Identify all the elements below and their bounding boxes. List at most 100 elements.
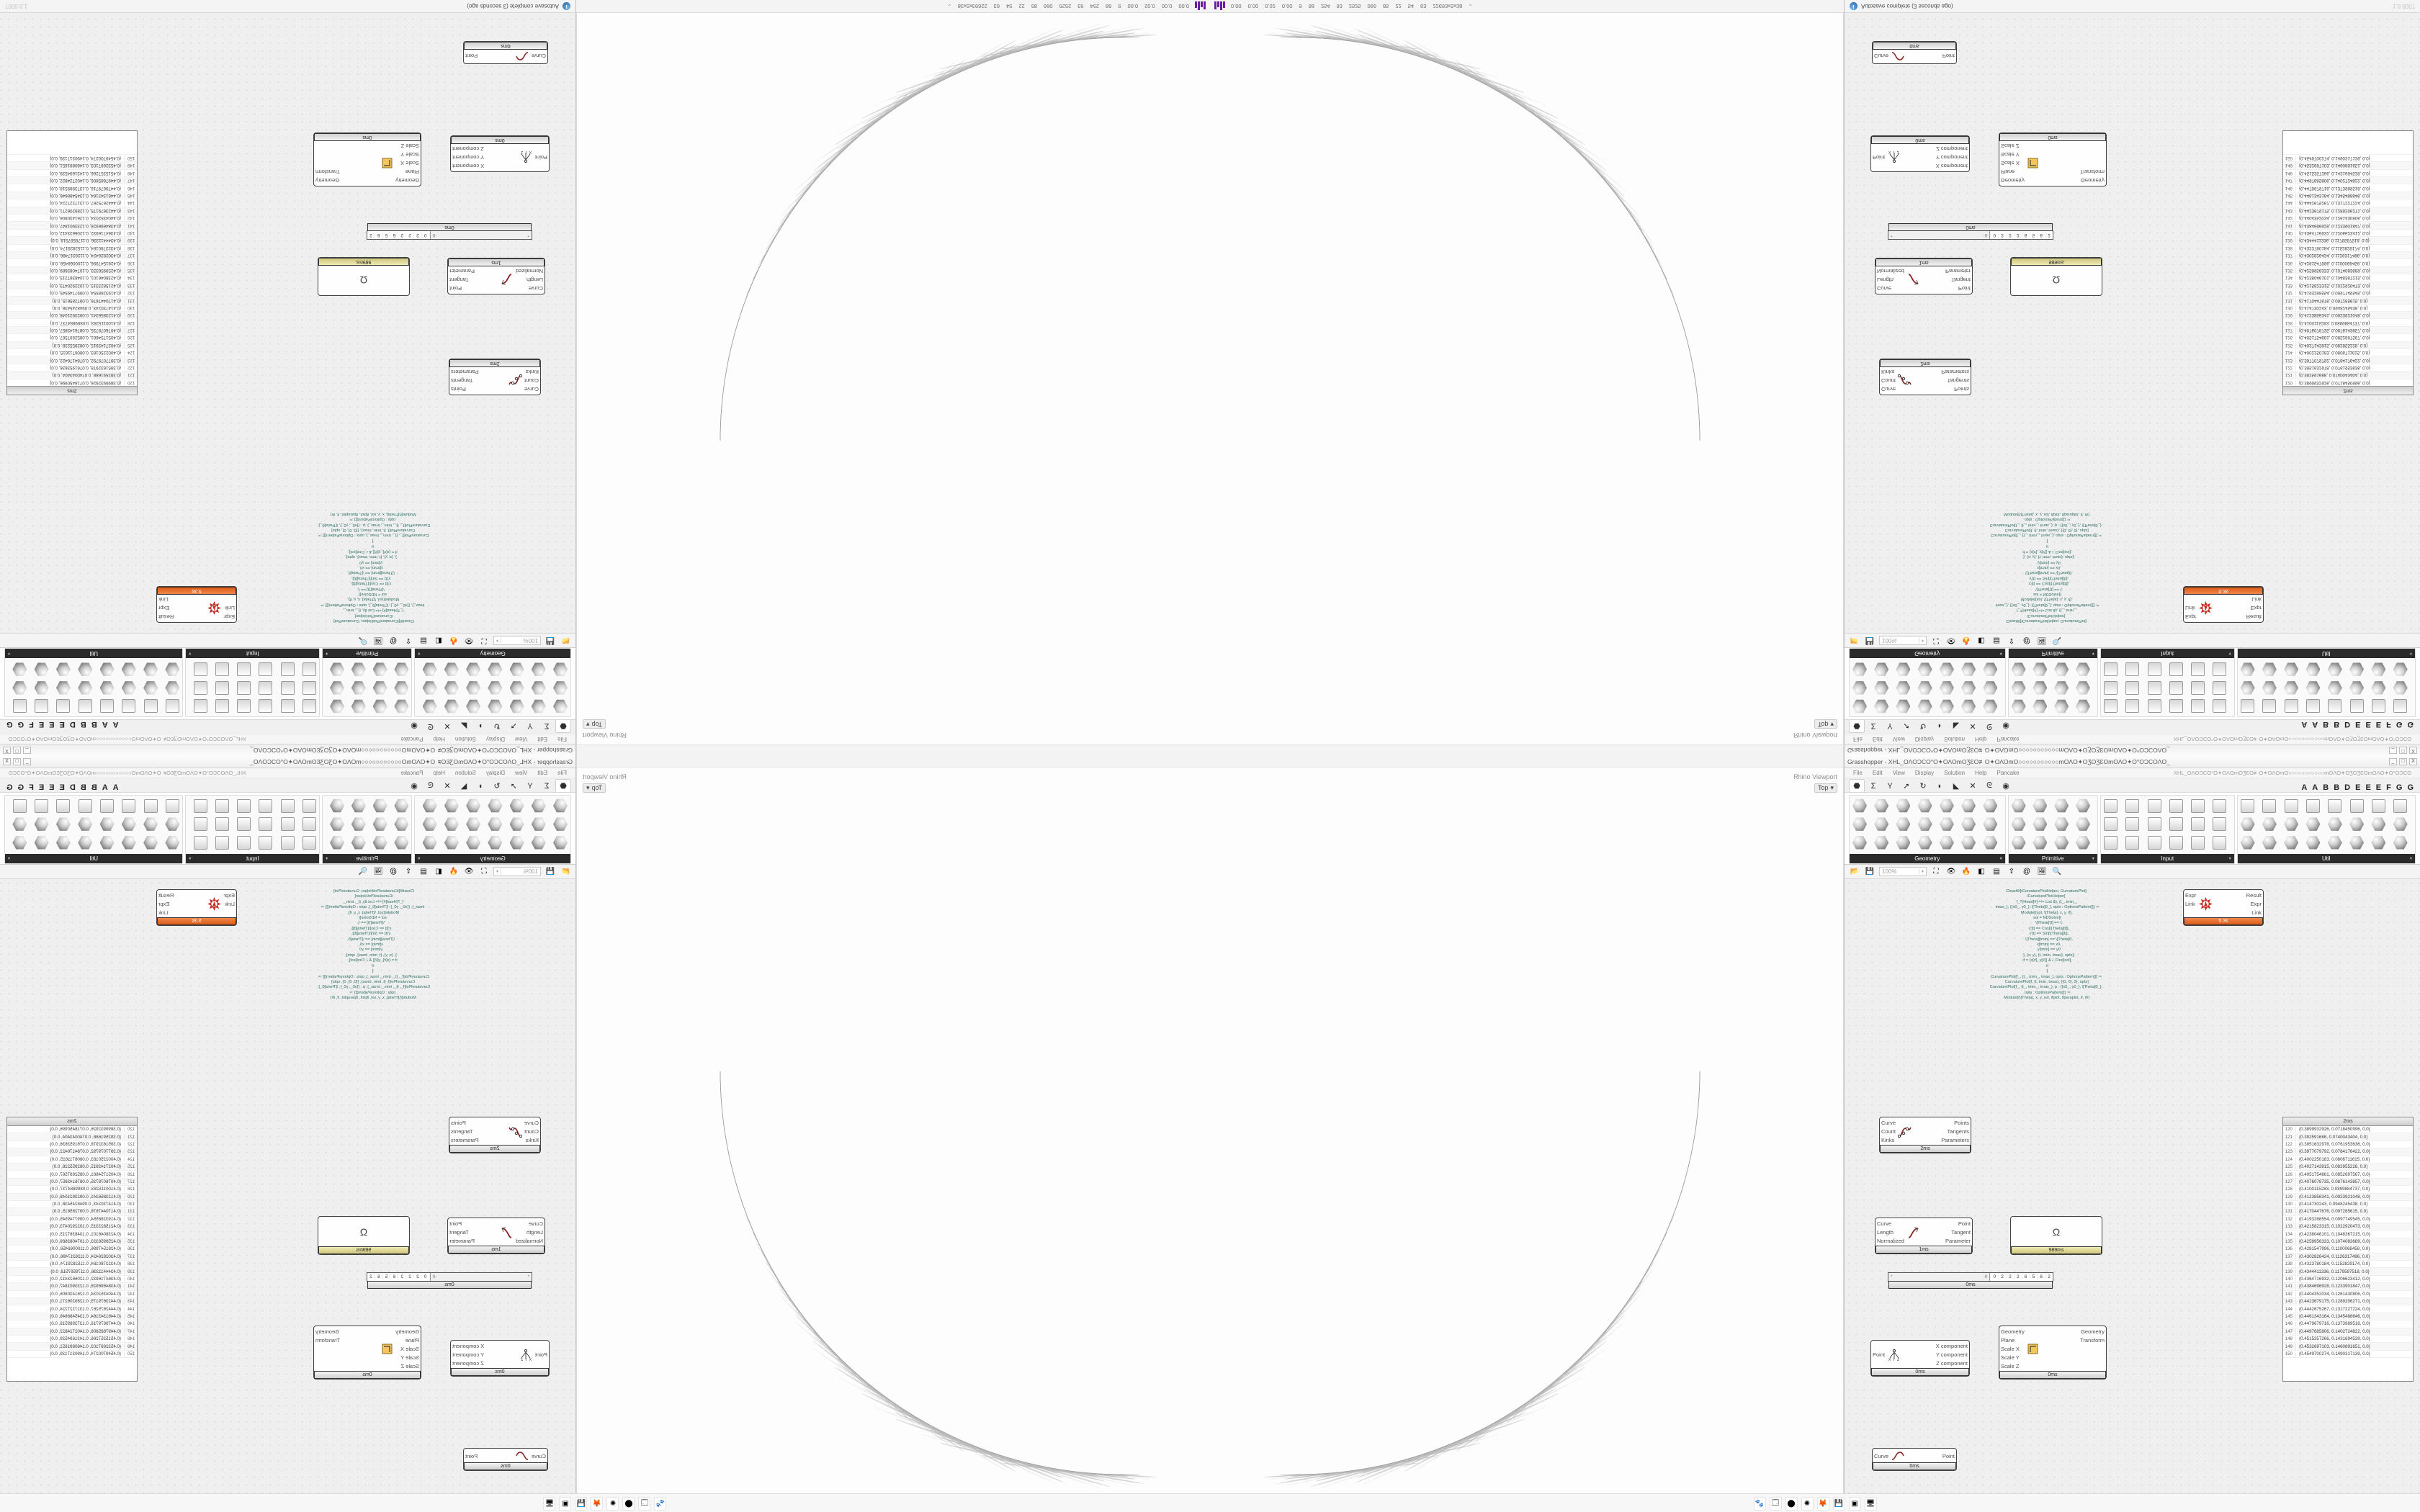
panel-row[interactable]: 140 {0.4364716932, 0.1206623412, 0.0}	[7, 1275, 137, 1284]
chevron-down-icon[interactable]: ▾	[2228, 651, 2231, 655]
chevron-down-icon[interactable]: ▾	[326, 857, 328, 861]
taskbar-terminal-icon[interactable]: ▣	[559, 1496, 572, 1511]
menu-item-help[interactable]: Help	[1975, 736, 1987, 742]
profiler-icon[interactable]: ▤	[420, 636, 427, 644]
addon-tab-0[interactable]: A	[112, 783, 119, 792]
ribbon-component-icon[interactable]	[2240, 834, 2256, 850]
panel-row[interactable]: 120 {0.3899932926, 0.0718450996, 0.0}	[2283, 378, 2413, 386]
panel-row[interactable]: 132 {0.4193288554, 0.0997749545, 0.0}	[2283, 288, 2413, 297]
output-port-y[interactable]: Y component	[452, 154, 485, 161]
panel-row[interactable]: 148 {0.4515357266, 0.1431694539, 0.0}	[7, 1335, 137, 1344]
panel-rows[interactable]: 120 {0.3899932926, 0.0718450996, 0.0} 121{…	[7, 153, 137, 386]
input-port-normalized[interactable]: Normalized	[1877, 268, 1904, 274]
ribbon-component-icon[interactable]	[531, 662, 547, 678]
ribbon-transform-tab[interactable]: ᘓ	[428, 781, 434, 790]
input-port-point[interactable]: Point	[1873, 154, 1886, 161]
ribbon-component-icon[interactable]	[2125, 798, 2141, 814]
minimize-button[interactable]: _	[23, 747, 31, 754]
ribbon-component-icon[interactable]	[2146, 816, 2162, 832]
ribbon-component-icon[interactable]	[55, 798, 71, 814]
ribbon-component-icon[interactable]	[444, 798, 460, 814]
grasshopper-titlebar[interactable]: Grasshopper - XHL_OΛOƆCO°O✦OΛOmOƷƐO≢O✦OΛ…	[1845, 744, 2420, 756]
component-deconstruct-point[interactable]: Point X Y Z	[450, 1340, 550, 1377]
ribbon-component-icon[interactable]	[279, 834, 295, 850]
ribbon-component-icon[interactable]	[1982, 834, 1998, 850]
taskbar-firefox-icon[interactable]: 🦊	[591, 1496, 604, 1511]
output-port-expr[interactable]: Expr	[158, 901, 170, 907]
ribbon-component-icon[interactable]	[2211, 834, 2227, 850]
maximize-button[interactable]: □	[2399, 747, 2407, 754]
input-port-curve[interactable]: Curve	[524, 386, 539, 392]
addon-tab-10[interactable]: G	[2407, 783, 2414, 792]
ribbon-transform-tab[interactable]: ᘓ	[428, 722, 434, 731]
ribbon-component-icon[interactable]	[258, 698, 274, 714]
output-port-result[interactable]: Result	[158, 892, 174, 899]
ribbon-component-icon[interactable]	[2190, 816, 2205, 832]
output-port-parameters[interactable]: Parameters	[1941, 1137, 1969, 1143]
addon-tab-3[interactable]: B	[80, 783, 86, 792]
panel-row[interactable]: 135 {0.4259956333, 0.1074083689, 0.0}	[2283, 1238, 2413, 1246]
panel-row[interactable]: 121 {0.392591688, 0.0740043404, 0.0}	[7, 1133, 137, 1141]
ribbon-params-tab[interactable]: ⬣	[555, 720, 571, 733]
panel-row[interactable]: 134 {0.4238046101, 0.1048367215, 0.0}	[2283, 274, 2413, 282]
open-file-icon[interactable]: 📂	[1850, 868, 1860, 876]
chevron-down-icon[interactable]: ▾	[2092, 857, 2094, 861]
component-scale-nu[interactable]: Geometry Plane Scale X Scale Y Scale Z	[1999, 1326, 2107, 1380]
ribbon-component-icon[interactable]	[77, 698, 93, 714]
panel-row[interactable]: 144 {0.4442675267, 0.1317227224, 0.0}	[2283, 1305, 2413, 1313]
panel-row[interactable]: 129 {0.4123856341, 0.0923921048, 0.0}	[2283, 311, 2413, 319]
input-port-curve[interactable]: Curve	[531, 1452, 546, 1459]
panel-row[interactable]: 141 {0.4384696928, 0.1233901847, 0.0}	[7, 221, 137, 229]
panel-row[interactable]: 128 {0.4100115283, 0.0899884737, 0.0}	[7, 1186, 137, 1194]
input-port-kinks[interactable]: Kinks	[525, 1137, 539, 1143]
output-port-expr[interactable]: Expr	[158, 605, 170, 611]
output-port-link[interactable]: Link	[158, 596, 169, 603]
panel-row[interactable]: 143 {0.4423679175, 0.1289206271, 0.0}	[7, 1297, 137, 1306]
ribbon-component-icon[interactable]	[351, 662, 367, 678]
output-port-point[interactable]: Point	[465, 53, 478, 60]
panel-row[interactable]: 128 {0.4100115283, 0.0899884737, 0.0}	[2283, 1186, 2413, 1194]
panel-row[interactable]: 122 {0.3951632978, 0.0761953636, 0.0}	[2283, 1141, 2413, 1149]
panel-row[interactable]: 122 {0.3951632978, 0.0761953636, 0.0}	[7, 1140, 137, 1149]
ribbon-component-icon[interactable]	[465, 662, 481, 678]
addon-tab-10[interactable]: G	[6, 783, 13, 792]
panel-row[interactable]: 137 {0.4302826424, 0.1126317496, 0.0}	[2283, 251, 2413, 259]
ribbon-component-icon[interactable]	[1895, 698, 1911, 714]
ribbon-group-label[interactable]: Geometry ▾	[415, 854, 570, 863]
slider-track[interactable]: * -0	[429, 231, 532, 239]
panel-row[interactable]: 131 {0.4170447676, 0.097285615, 0.0}	[7, 1208, 137, 1216]
panel-row[interactable]: 139 {0.4344411336, 0.1179597518, 0.0}	[2283, 236, 2413, 244]
ribbon-component-icon[interactable]	[329, 816, 345, 832]
component-evaluate-length[interactable]: Curve Length Normalized	[447, 1218, 545, 1254]
ribbon-component-icon[interactable]	[372, 680, 388, 696]
ribbon-component-icon[interactable]	[531, 680, 547, 696]
component-curve-param[interactable]: Curve Point 0ms	[1872, 41, 1957, 64]
viewport-mode-dropdown[interactable]: Top ▾	[1814, 783, 1837, 793]
ribbon-component-icon[interactable]	[2075, 662, 2091, 678]
ribbon-component-icon[interactable]	[372, 834, 388, 850]
taskbar-media-icon[interactable]: ⬤	[622, 1496, 635, 1511]
ribbon-sets-tab[interactable]: Y	[527, 781, 533, 791]
ribbon-group-label[interactable]: Input ▾	[2100, 854, 2234, 863]
output-port-x[interactable]: X component	[452, 163, 485, 169]
panel-row[interactable]: 122 {0.3951632978, 0.0761953636, 0.0}	[7, 363, 137, 372]
menu-item-view[interactable]: View	[1892, 736, 1905, 742]
panel-row[interactable]: 125 {0.4027143915, 0.082955228, 0.0}	[7, 1163, 137, 1171]
output-port-tangent[interactable]: Tangent	[449, 276, 469, 283]
panel-row[interactable]: 140 {0.4364716932, 0.1206623412, 0.0}	[2283, 1276, 2413, 1284]
ribbon-component-icon[interactable]	[2283, 816, 2299, 832]
taskbar-save-icon[interactable]: 💾	[1832, 1496, 1845, 1511]
output-port-point[interactable]: Point	[1942, 53, 1955, 60]
input-port-scale-z[interactable]: Scale Z	[2001, 143, 2020, 149]
ribbon-component-icon[interactable]	[143, 798, 158, 814]
panel-row[interactable]: 120 {0.3899932926, 0.0718450996, 0.0}	[2283, 1126, 2413, 1134]
panel-row[interactable]: 144 {0.4442675267, 0.1317227224, 0.0}	[7, 1305, 137, 1313]
addon-tab-7[interactable]: E	[2375, 783, 2382, 792]
ribbon-component-icon[interactable]	[301, 798, 317, 814]
ribbon-surface-tab[interactable]: ◗	[1937, 721, 1942, 731]
output-port-tangents[interactable]: Tangents	[451, 1128, 473, 1135]
input-port-plane[interactable]: Plane	[405, 168, 419, 175]
ribbon-group-label[interactable]: Input ▾	[186, 854, 320, 863]
ribbon-surface-tab[interactable]: ◗	[1937, 781, 1942, 791]
ribbon-vector-tab[interactable]: ➚	[510, 782, 517, 791]
